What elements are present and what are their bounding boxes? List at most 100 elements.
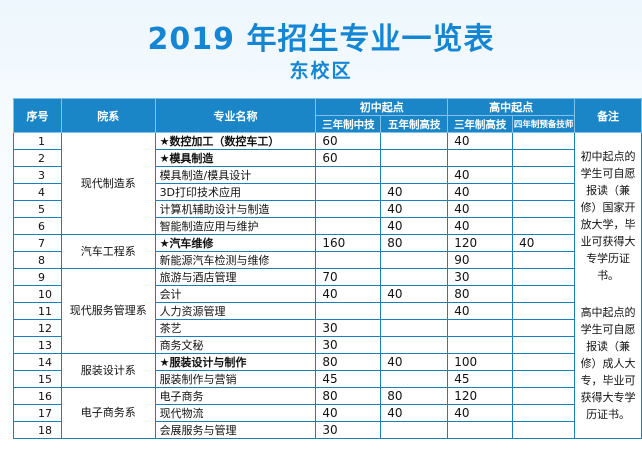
header-major: 专业名称 [154, 98, 317, 133]
major-name: 模具制造/模具设计 [154, 166, 317, 184]
header-j3: 三年制中技 [315, 115, 382, 133]
major-name: 人力资源管理 [154, 302, 317, 320]
quota-junior-5yr [380, 421, 449, 439]
table-row: 6 智能制造应用与维护 40 40 [13, 217, 642, 235]
quota-junior-3yr: 160 [315, 234, 382, 252]
quota-junior-5yr [380, 166, 449, 184]
quota-junior-5yr [380, 302, 449, 320]
quota-senior-4yr [512, 166, 576, 184]
major-label: 会展服务与管理 [159, 424, 237, 437]
quota-senior-4yr: 40 [512, 234, 576, 252]
quota-junior-5yr: 40 [380, 217, 449, 235]
quota-junior-3yr: 40 [315, 404, 382, 422]
major-name: 会计 [154, 285, 317, 303]
major-name: 旅游与酒店管理 [154, 268, 317, 286]
department-cell: 汽车工程系 [60, 234, 156, 269]
quota-junior-5yr: 40 [380, 183, 449, 201]
quota-senior-3yr [447, 149, 514, 167]
major-label: 服装制作与营销 [159, 373, 237, 386]
department-cell: 现代服务管理系 [60, 268, 156, 354]
major-label: 商务文秘 [159, 339, 204, 352]
header-s3: 三年制高技 [447, 115, 514, 133]
quota-senior-4yr [512, 251, 576, 269]
star-icon: ★ [159, 356, 170, 369]
enrollment-table: 序号 院系 专业名称 初中起点 高中起点 备注 三年制中技 五年制高技 三年制高… [13, 98, 642, 439]
quota-senior-4yr [512, 183, 576, 201]
major-name: 3D打印技术应用 [154, 183, 317, 201]
quota-senior-4yr [512, 268, 576, 286]
major-name: ★汽车维修 [154, 234, 317, 252]
major-name: 商务文秘 [154, 336, 317, 354]
table-row: 8 新能源汽车检测与维修 90 [13, 251, 642, 269]
row-index: 3 [13, 166, 62, 184]
quota-junior-5yr: 40 [380, 285, 449, 303]
quota-senior-3yr: 45 [447, 370, 514, 388]
major-label: 旅游与酒店管理 [159, 271, 237, 284]
star-icon: ★ [159, 135, 170, 148]
row-index: 13 [13, 336, 62, 354]
major-label: 模具制造/模具设计 [159, 169, 252, 182]
quota-senior-4yr [512, 200, 576, 218]
quota-junior-3yr: 70 [315, 268, 382, 286]
remarks-cell: 初中起点的学生可自愿报读（兼修）国家开放大学，毕业可获得大专学历证书。 高中起点的… [574, 132, 642, 439]
header-idx: 序号 [13, 98, 62, 133]
row-index: 12 [13, 319, 62, 337]
major-name: 服装制作与营销 [154, 370, 317, 388]
header-junior-group: 初中起点 [315, 98, 449, 116]
quota-senior-3yr: 40 [447, 166, 514, 184]
row-index: 1 [13, 132, 62, 150]
star-icon: ★ [159, 152, 170, 165]
quota-senior-4yr [512, 285, 576, 303]
quota-senior-3yr: 40 [447, 404, 514, 422]
quota-junior-3yr: 60 [315, 149, 382, 167]
quota-senior-4yr [512, 353, 576, 371]
major-name: 现代物流 [154, 404, 317, 422]
quota-senior-3yr: 90 [447, 251, 514, 269]
table-row: 16 电子商务系 电子商务 80 80 120 [13, 387, 642, 439]
quota-senior-3yr: 40 [447, 183, 514, 201]
quota-senior-4yr [512, 387, 576, 405]
quota-senior-4yr [512, 336, 576, 354]
quota-senior-3yr: 40 [447, 132, 514, 150]
quota-senior-3yr [447, 336, 514, 354]
major-name: 新能源汽车检测与维修 [154, 251, 317, 269]
quota-junior-3yr: 80 [315, 387, 382, 405]
header-note: 备注 [574, 98, 642, 133]
quota-junior-5yr [380, 251, 449, 269]
major-label: 会计 [159, 288, 182, 301]
quota-junior-5yr [380, 319, 449, 337]
quota-senior-3yr: 120 [447, 387, 514, 405]
quota-junior-3yr [315, 302, 382, 320]
quota-junior-5yr [380, 268, 449, 286]
major-name: 计算机辅助设计与制造 [154, 200, 317, 218]
quota-junior-3yr [315, 166, 382, 184]
quota-senior-3yr: 40 [447, 217, 514, 235]
major-label: 服装设计与制作 [169, 356, 247, 369]
quota-senior-4yr [512, 319, 576, 337]
table-row: 18 会展服务与管理 30 [13, 421, 642, 439]
quota-junior-3yr: 30 [315, 336, 382, 354]
quota-junior-3yr [315, 200, 382, 218]
quota-senior-4yr [512, 370, 576, 388]
row-index: 9 [13, 268, 62, 286]
quota-senior-3yr: 100 [447, 353, 514, 371]
quota-junior-5yr: 80 [380, 234, 449, 252]
quota-junior-5yr: 40 [380, 353, 449, 371]
quota-senior-4yr [512, 404, 576, 422]
row-index: 2 [13, 149, 62, 167]
major-label: 电子商务 [159, 390, 204, 403]
header-senior-group: 高中起点 [447, 98, 576, 116]
quota-junior-5yr: 40 [380, 200, 449, 218]
quota-junior-3yr: 80 [315, 353, 382, 371]
table-row: 7 汽车工程系 ★汽车维修 160 80 120 40 [13, 234, 642, 269]
table-row: 9 现代服务管理系 旅游与酒店管理 70 30 [13, 268, 642, 354]
quota-senior-3yr [447, 319, 514, 337]
major-name: ★服装设计与制作 [154, 353, 317, 371]
department-cell: 服装设计系 [60, 353, 156, 388]
major-name: 智能制造应用与维护 [154, 217, 317, 235]
major-label: 人力资源管理 [159, 305, 226, 318]
major-label: 3D打印技术应用 [159, 186, 242, 199]
row-index: 14 [13, 353, 62, 371]
remark-spacer [579, 284, 637, 304]
major-label: 汽车维修 [169, 237, 214, 250]
